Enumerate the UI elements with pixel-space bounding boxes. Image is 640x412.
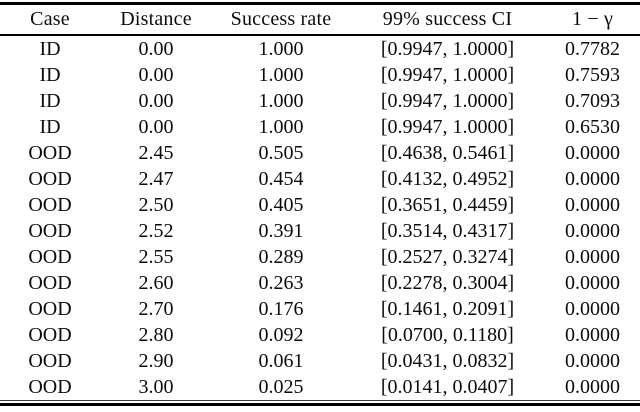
- cell-one-minus-gamma: 0.0000: [565, 324, 620, 346]
- cell-success-rate: 0.176: [258, 298, 304, 320]
- cell-one-minus-gamma: 0.7593: [565, 64, 620, 86]
- cell-distance: 2.50: [138, 194, 174, 216]
- cell-case: OOD: [28, 246, 72, 268]
- cell-success-rate: 0.505: [258, 142, 304, 164]
- cell-success-ci: [0.0431, 0.0832]: [380, 350, 515, 372]
- cell-case: OOD: [28, 350, 72, 372]
- cell-case: OOD: [28, 298, 72, 320]
- cell-one-minus-gamma: 0.0000: [565, 350, 620, 372]
- cell-one-minus-gamma: 0.0000: [565, 376, 620, 398]
- table-header: Case Distance Success rate 99% success C…: [0, 3, 640, 36]
- cell-distance: 2.52: [138, 220, 174, 242]
- cell-success-rate: 0.405: [258, 194, 304, 216]
- cell-distance: 0.00: [138, 116, 174, 138]
- cell-success-rate: 1.000: [258, 38, 304, 60]
- cell-case: ID: [39, 90, 61, 112]
- results-table: Case Distance Success rate 99% success C…: [0, 2, 640, 401]
- cell-success-ci: [0.2527, 0.3274]: [380, 246, 515, 268]
- table-row: OOD 2.47 0.454 [0.4132, 0.4952] 0.0000: [0, 166, 640, 192]
- cell-distance: 2.80: [138, 324, 174, 346]
- cell-case: OOD: [28, 142, 72, 164]
- table-row: OOD 2.45 0.505 [0.4638, 0.5461] 0.0000: [0, 140, 640, 166]
- cell-distance: 2.55: [138, 246, 174, 268]
- cell-one-minus-gamma: 0.0000: [565, 298, 620, 320]
- cell-case: ID: [39, 64, 61, 86]
- cell-one-minus-gamma: 0.6530: [565, 116, 620, 138]
- cell-one-minus-gamma: 0.0000: [565, 220, 620, 242]
- cell-success-rate: 0.289: [258, 246, 304, 268]
- cell-case: ID: [39, 38, 61, 60]
- table-row: OOD 3.00 0.025 [0.0141, 0.0407] 0.0000: [0, 374, 640, 401]
- cell-one-minus-gamma: 0.0000: [565, 246, 620, 268]
- cell-one-minus-gamma: 0.0000: [565, 272, 620, 294]
- table-row: OOD 2.90 0.061 [0.0431, 0.0832] 0.0000: [0, 348, 640, 374]
- cell-case: OOD: [28, 376, 72, 398]
- cell-success-ci: [0.4638, 0.5461]: [380, 142, 515, 164]
- cell-success-rate: 0.092: [258, 324, 304, 346]
- cell-success-rate: 0.391: [258, 220, 304, 242]
- cell-one-minus-gamma: 0.7782: [565, 38, 620, 60]
- table-row: OOD 2.60 0.263 [0.2278, 0.3004] 0.0000: [0, 270, 640, 296]
- cell-distance: 2.60: [138, 272, 174, 294]
- cell-distance: 3.00: [138, 376, 174, 398]
- table-row: ID 0.00 1.000 [0.9947, 1.0000] 0.7593: [0, 62, 640, 88]
- col-header-success-ci: 99% success CI: [350, 3, 545, 36]
- cell-distance: 2.47: [138, 168, 174, 190]
- cell-success-ci: [0.2278, 0.3004]: [380, 272, 515, 294]
- cell-success-ci: [0.4132, 0.4952]: [380, 168, 515, 190]
- cell-one-minus-gamma: 0.7093: [565, 90, 620, 112]
- cell-one-minus-gamma: 0.0000: [565, 194, 620, 216]
- col-header-success-rate: Success rate: [212, 3, 350, 36]
- table-body: ID 0.00 1.000 [0.9947, 1.0000] 0.7782 ID…: [0, 35, 640, 401]
- table-row: OOD 2.55 0.289 [0.2527, 0.3274] 0.0000: [0, 244, 640, 270]
- cell-success-ci: [0.9947, 1.0000]: [380, 90, 515, 112]
- cell-success-ci: [0.0700, 0.1180]: [381, 324, 514, 346]
- table-row: ID 0.00 1.000 [0.9947, 1.0000] 0.7093: [0, 88, 640, 114]
- table-row: OOD 2.50 0.405 [0.3651, 0.4459] 0.0000: [0, 192, 640, 218]
- cell-success-ci: [0.9947, 1.0000]: [380, 64, 515, 86]
- cell-success-rate: 0.061: [258, 350, 304, 372]
- cell-distance: 0.00: [138, 64, 174, 86]
- cell-case: OOD: [28, 194, 72, 216]
- cell-success-rate: 1.000: [258, 116, 304, 138]
- cell-success-ci: [0.3651, 0.4459]: [380, 194, 515, 216]
- cell-distance: 2.45: [138, 142, 174, 164]
- cell-one-minus-gamma: 0.0000: [565, 168, 620, 190]
- header-row: Case Distance Success rate 99% success C…: [0, 3, 640, 36]
- col-header-case: Case: [0, 3, 100, 36]
- table-row: ID 0.00 1.000 [0.9947, 1.0000] 0.7782: [0, 35, 640, 62]
- cell-success-rate: 0.263: [258, 272, 304, 294]
- cell-success-ci: [0.9947, 1.0000]: [380, 116, 515, 138]
- cell-case: ID: [39, 116, 61, 138]
- cell-one-minus-gamma: 0.0000: [565, 142, 620, 164]
- cell-distance: 2.70: [138, 298, 174, 320]
- cell-case: OOD: [28, 220, 72, 242]
- cell-success-rate: 1.000: [258, 64, 304, 86]
- cell-success-ci: [0.3514, 0.4317]: [380, 220, 515, 242]
- table-bottom-rule: [0, 401, 640, 406]
- col-header-distance: Distance: [100, 3, 212, 36]
- col-header-one-minus-gamma: 1 − γ: [545, 3, 640, 36]
- cell-success-ci: [0.0141, 0.0407]: [380, 376, 515, 398]
- table-row: OOD 2.80 0.092 [0.0700, 0.1180] 0.0000: [0, 322, 640, 348]
- table-row: ID 0.00 1.000 [0.9947, 1.0000] 0.6530: [0, 114, 640, 140]
- cell-success-ci: [0.1461, 0.2091]: [380, 298, 515, 320]
- cell-case: OOD: [28, 324, 72, 346]
- cell-success-rate: 0.454: [258, 168, 304, 190]
- cell-case: OOD: [28, 168, 72, 190]
- cell-success-ci: [0.9947, 1.0000]: [380, 38, 515, 60]
- cell-case: OOD: [28, 272, 72, 294]
- cell-distance: 2.90: [138, 350, 174, 372]
- cell-success-rate: 1.000: [258, 90, 304, 112]
- table-row: OOD 2.52 0.391 [0.3514, 0.4317] 0.0000: [0, 218, 640, 244]
- cell-distance: 0.00: [138, 38, 174, 60]
- cell-success-rate: 0.025: [258, 376, 304, 398]
- table-row: OOD 2.70 0.176 [0.1461, 0.2091] 0.0000: [0, 296, 640, 322]
- cell-distance: 0.00: [138, 90, 174, 112]
